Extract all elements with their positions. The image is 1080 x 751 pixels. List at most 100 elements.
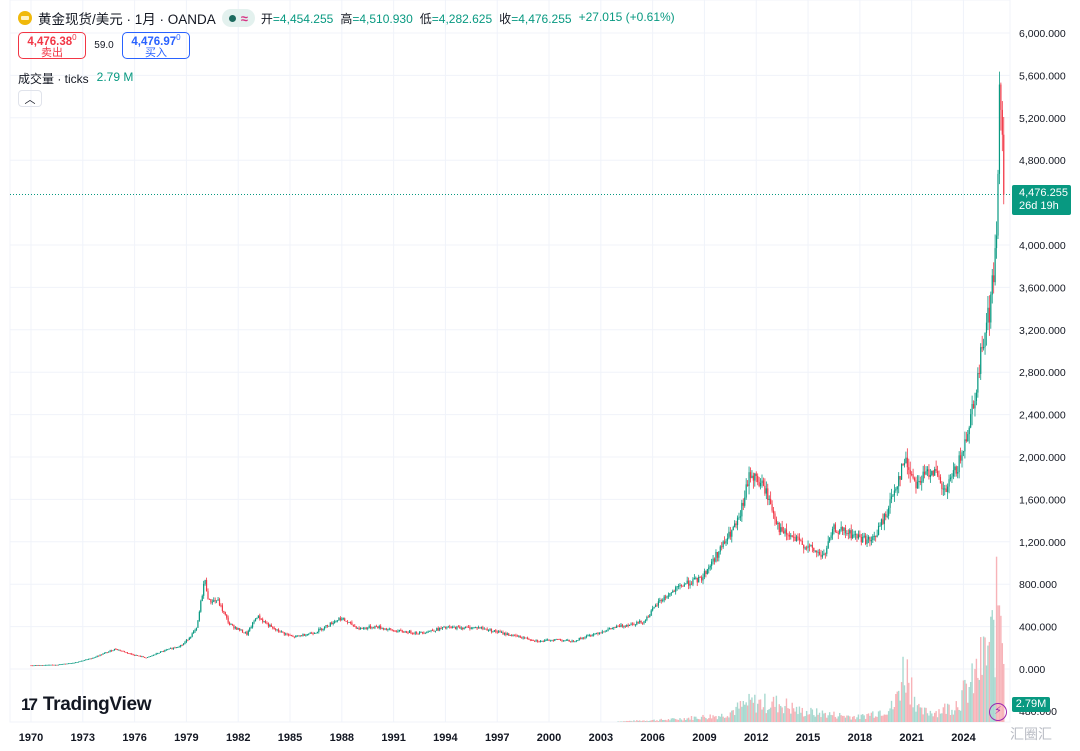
candle-body: [846, 533, 848, 535]
candle-body: [715, 551, 717, 562]
volume-bar: [765, 713, 768, 722]
candle-body: [820, 554, 822, 557]
volume-bar: [676, 719, 678, 722]
volume-bar: [827, 715, 829, 722]
volume-bar: [782, 713, 785, 722]
flash-icon[interactable]: ⚡: [989, 703, 1007, 721]
candle-body: [534, 640, 536, 642]
volume-bar: [628, 720, 631, 722]
volume-bar: [840, 715, 842, 722]
candle-body: [735, 523, 737, 526]
candle-body: [123, 651, 126, 653]
y-tick-label: 6,000.000: [1019, 28, 1066, 40]
candle-body: [643, 621, 645, 624]
candle-body: [934, 469, 936, 476]
candle-body: [816, 550, 818, 553]
candle-body: [732, 527, 734, 531]
volume-bar: [928, 715, 930, 722]
candle-body: [131, 653, 133, 655]
volume-bar: [941, 713, 943, 722]
candle-body: [421, 631, 424, 633]
candle-body: [285, 633, 287, 635]
sell-price-sup: 0: [72, 32, 77, 42]
candle-body: [729, 531, 731, 537]
candle-body: [500, 632, 503, 633]
candle-body: [523, 637, 526, 639]
y-tick-label: 5,600.000: [1019, 70, 1066, 82]
volume-bar: [987, 645, 989, 722]
collapse-legend-button[interactable]: ︿: [18, 90, 42, 107]
candle-body: [46, 664, 48, 666]
candle-body: [922, 471, 924, 482]
volume-bar: [647, 721, 650, 722]
candle-body: [915, 480, 917, 489]
tradingview-logo[interactable]: 17 TradingView: [21, 694, 152, 716]
volume-bar: [841, 715, 844, 722]
candle-body: [194, 629, 196, 632]
candle-body: [549, 640, 552, 642]
candle-body: [806, 547, 808, 549]
x-tick-label: 1973: [71, 732, 95, 744]
volume-bar: [662, 719, 664, 722]
volume-bar: [974, 668, 976, 722]
tradingview-mark-icon: 17: [21, 695, 38, 714]
candle-body: [916, 481, 919, 489]
volume-bar: [769, 707, 772, 722]
volume-bar: [794, 711, 796, 722]
market-status-pill[interactable]: ≈: [221, 9, 255, 27]
candle-body: [516, 635, 518, 637]
candle-body: [890, 496, 893, 500]
volume-bar: [751, 697, 753, 722]
candle-body: [551, 640, 553, 642]
candle-body: [129, 653, 131, 655]
candle-body: [757, 475, 759, 482]
candle-body: [676, 586, 678, 588]
buy-button[interactable]: 4,476.970 买入: [122, 32, 190, 59]
candle-body: [840, 526, 842, 530]
x-tick-label: 1994: [433, 732, 458, 744]
volume-bar: [887, 711, 890, 722]
candle-body: [978, 373, 980, 374]
candle-body: [800, 540, 802, 542]
x-tick-label: 1985: [278, 732, 302, 744]
volume-bar: [741, 706, 743, 722]
candle-body: [259, 615, 261, 620]
candle-body: [382, 628, 385, 630]
volume-bar: [978, 679, 980, 722]
candle-body: [201, 595, 203, 602]
candle-body: [859, 534, 861, 538]
candle-body: [174, 647, 176, 649]
candle-body: [755, 473, 757, 476]
candle-body: [994, 248, 996, 283]
x-tick-label: 2006: [640, 732, 664, 744]
candle-body: [931, 470, 933, 475]
sell-button[interactable]: 4,476.380 卖出: [18, 32, 86, 59]
candle-body: [669, 593, 671, 596]
candle-body: [875, 535, 877, 537]
candle-body: [64, 663, 67, 665]
candle-body: [200, 601, 202, 612]
volume-bar: [716, 719, 719, 722]
symbol-title[interactable]: 黄金现货/美元 · 1月 · OANDA: [38, 12, 216, 27]
candle-body: [762, 480, 765, 486]
volume-bar: [725, 717, 727, 722]
volume-bar: [729, 712, 732, 722]
volume-bar: [972, 693, 975, 722]
candle-body: [546, 639, 549, 641]
volume-bar: [692, 720, 694, 722]
candle-body: [175, 647, 177, 649]
candle-body: [198, 611, 200, 621]
volume-legend[interactable]: 成交量 · ticks 2.79 M: [18, 70, 133, 87]
candle-body: [509, 635, 511, 636]
candle-body: [873, 535, 875, 537]
candle-body: [631, 623, 634, 625]
volume-bar: [923, 707, 926, 722]
volume-bar: [968, 687, 970, 722]
candle-body: [496, 631, 498, 633]
volume-bar: [866, 714, 868, 722]
candle-body: [584, 637, 586, 639]
volume-bar: [653, 719, 655, 722]
candle-body: [918, 480, 920, 482]
y-tick-label: 1,200.000: [1019, 537, 1066, 549]
